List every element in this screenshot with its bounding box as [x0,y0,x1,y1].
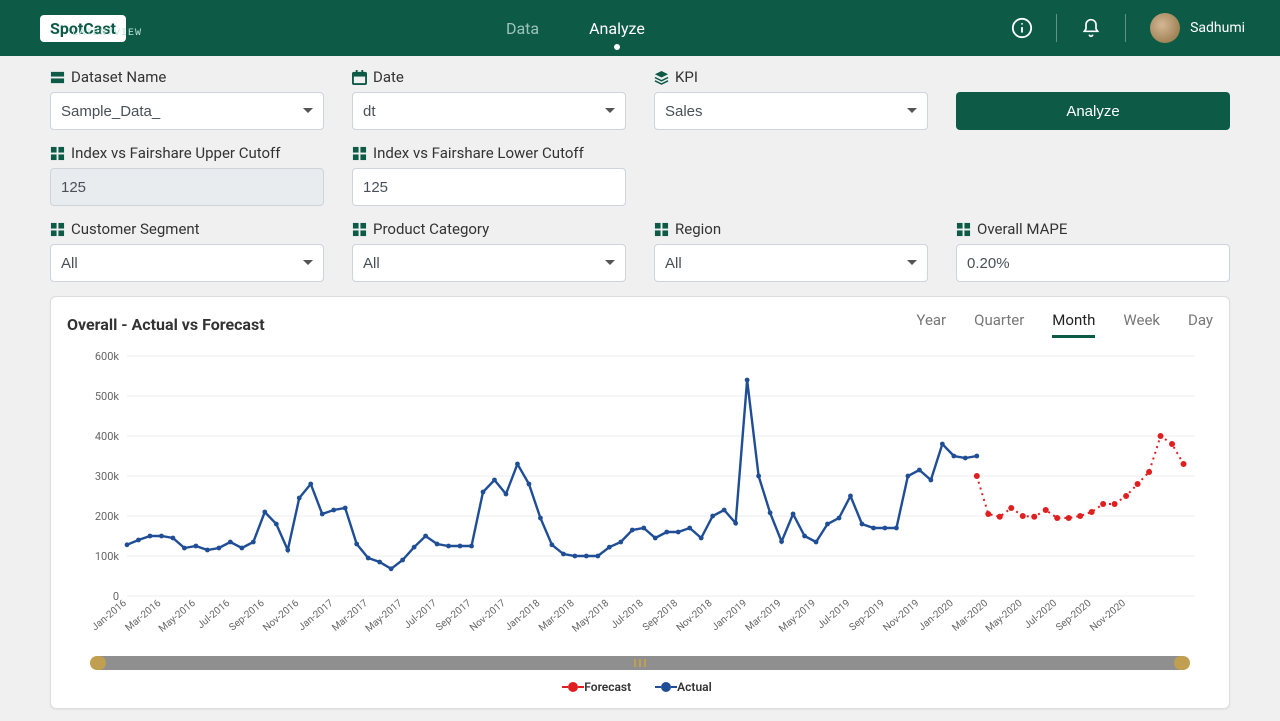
svg-text:May-2019: May-2019 [777,598,818,635]
upper-cutoff-label: Index vs Fairshare Upper Cutoff [50,144,324,162]
username: Sadhumi [1190,20,1245,36]
svg-text:200k: 200k [95,510,120,523]
tab-data[interactable]: Data [506,0,539,56]
kpi-select[interactable]: Sales [654,92,928,130]
mape-label: Overall MAPE [956,220,1230,238]
app-header: SpotCast LatentView Data Analyze Sadhumi [0,0,1280,56]
svg-text:Nov-2019: Nov-2019 [881,598,921,634]
svg-text:600k: 600k [95,350,120,363]
svg-text:300k: 300k [95,470,120,483]
ctab-month[interactable]: Month [1052,311,1095,338]
chart-legend: Forecast Actual [67,680,1213,694]
grid-icon [956,222,971,237]
svg-text:Jul-2020: Jul-2020 [1022,598,1059,632]
mape-value [956,244,1230,282]
tab-analyze[interactable]: Analyze [589,0,645,56]
svg-text:Jul-2016: Jul-2016 [196,598,233,632]
svg-text:Jul-2017: Jul-2017 [402,598,439,632]
svg-text:May-2017: May-2017 [364,598,405,635]
cust-seg-label: Customer Segment [50,220,324,238]
svg-text:May-2020: May-2020 [984,598,1025,635]
svg-text:May-2018: May-2018 [570,598,611,635]
tab-data-label: Data [506,19,539,38]
svg-text:Jan-2016: Jan-2016 [90,598,129,633]
svg-text:Nov-2017: Nov-2017 [468,598,508,634]
tab-analyze-label: Analyze [589,19,645,38]
info-icon[interactable] [998,17,1046,39]
dataset-select[interactable]: Sample_Data_ [50,92,324,130]
chart-card: Overall - Actual vs Forecast Year Quarte… [50,296,1230,709]
svg-text:Sep-2018: Sep-2018 [641,598,681,634]
grid-icon [352,222,367,237]
chart-plot: 0100k200k300k400k500k600kJan-2016Mar-201… [67,346,1213,646]
prod-cat-select[interactable]: All [352,244,626,282]
chart-title: Overall - Actual vs Forecast [67,315,265,334]
svg-text:Sep-2017: Sep-2017 [434,598,474,634]
date-select[interactable]: dt [352,92,626,130]
lower-cutoff-label: Index vs Fairshare Lower Cutoff [352,144,626,162]
legend-actual: Actual [661,680,712,694]
page-body: Dataset Name Sample_Data_ Date dt KPI Sa… [0,56,1280,721]
chart-tabs: Year Quarter Month Week Day [916,311,1213,338]
svg-text:400k: 400k [95,430,120,443]
svg-text:Sep-2019: Sep-2019 [848,598,887,633]
scroll-handle-left[interactable] [90,656,106,670]
scroll-handle-right[interactable] [1174,656,1190,670]
svg-text:Jul-2018: Jul-2018 [609,598,646,632]
ctab-year[interactable]: Year [916,311,946,338]
svg-text:Jan-2019: Jan-2019 [710,598,749,633]
svg-text:Sep-2020: Sep-2020 [1054,598,1094,634]
date-label: Date [352,68,626,86]
chart-scrollbar[interactable] [91,656,1189,670]
lower-cutoff-input[interactable] [352,168,626,206]
svg-text:100k: 100k [95,550,120,563]
dataset-label: Dataset Name [50,68,324,86]
prod-cat-label: Product Category [352,220,626,238]
grid-icon [50,146,65,161]
layers-icon [654,70,669,85]
legend-forecast: Forecast [568,680,631,694]
svg-text:Nov-2018: Nov-2018 [675,598,715,634]
grid-icon [654,222,669,237]
svg-text:Mar-2019: Mar-2019 [744,598,784,634]
ctab-week[interactable]: Week [1123,311,1160,338]
svg-text:Jul-2019: Jul-2019 [816,598,853,631]
dataset-icon [50,70,65,85]
svg-text:May-2016: May-2016 [157,598,198,635]
upper-cutoff-input [50,168,324,206]
nav-tabs: Data Analyze [506,0,645,56]
cust-seg-select[interactable]: All [50,244,324,282]
svg-text:500k: 500k [95,390,120,403]
avatar[interactable] [1150,13,1180,43]
calendar-icon [352,70,367,85]
bell-icon[interactable] [1067,18,1115,38]
svg-text:Sep-2016: Sep-2016 [227,598,267,634]
grid-icon [352,146,367,161]
svg-text:Nov-2016: Nov-2016 [261,598,301,634]
ctab-day[interactable]: Day [1188,311,1213,338]
region-select[interactable]: All [654,244,928,282]
analyze-button[interactable]: Analyze [956,92,1230,130]
region-label: Region [654,220,928,238]
ctab-quarter[interactable]: Quarter [974,311,1024,338]
header-right: Sadhumi [998,13,1245,43]
svg-text:Jan-2018: Jan-2018 [503,598,542,633]
brand-subtitle: LatentView [72,28,142,39]
svg-text:Nov-2020: Nov-2020 [1088,598,1128,634]
grid-icon [50,222,65,237]
svg-text:Jan-2020: Jan-2020 [917,598,956,633]
svg-text:Jan-2017: Jan-2017 [297,598,336,633]
kpi-label: KPI [654,68,928,86]
